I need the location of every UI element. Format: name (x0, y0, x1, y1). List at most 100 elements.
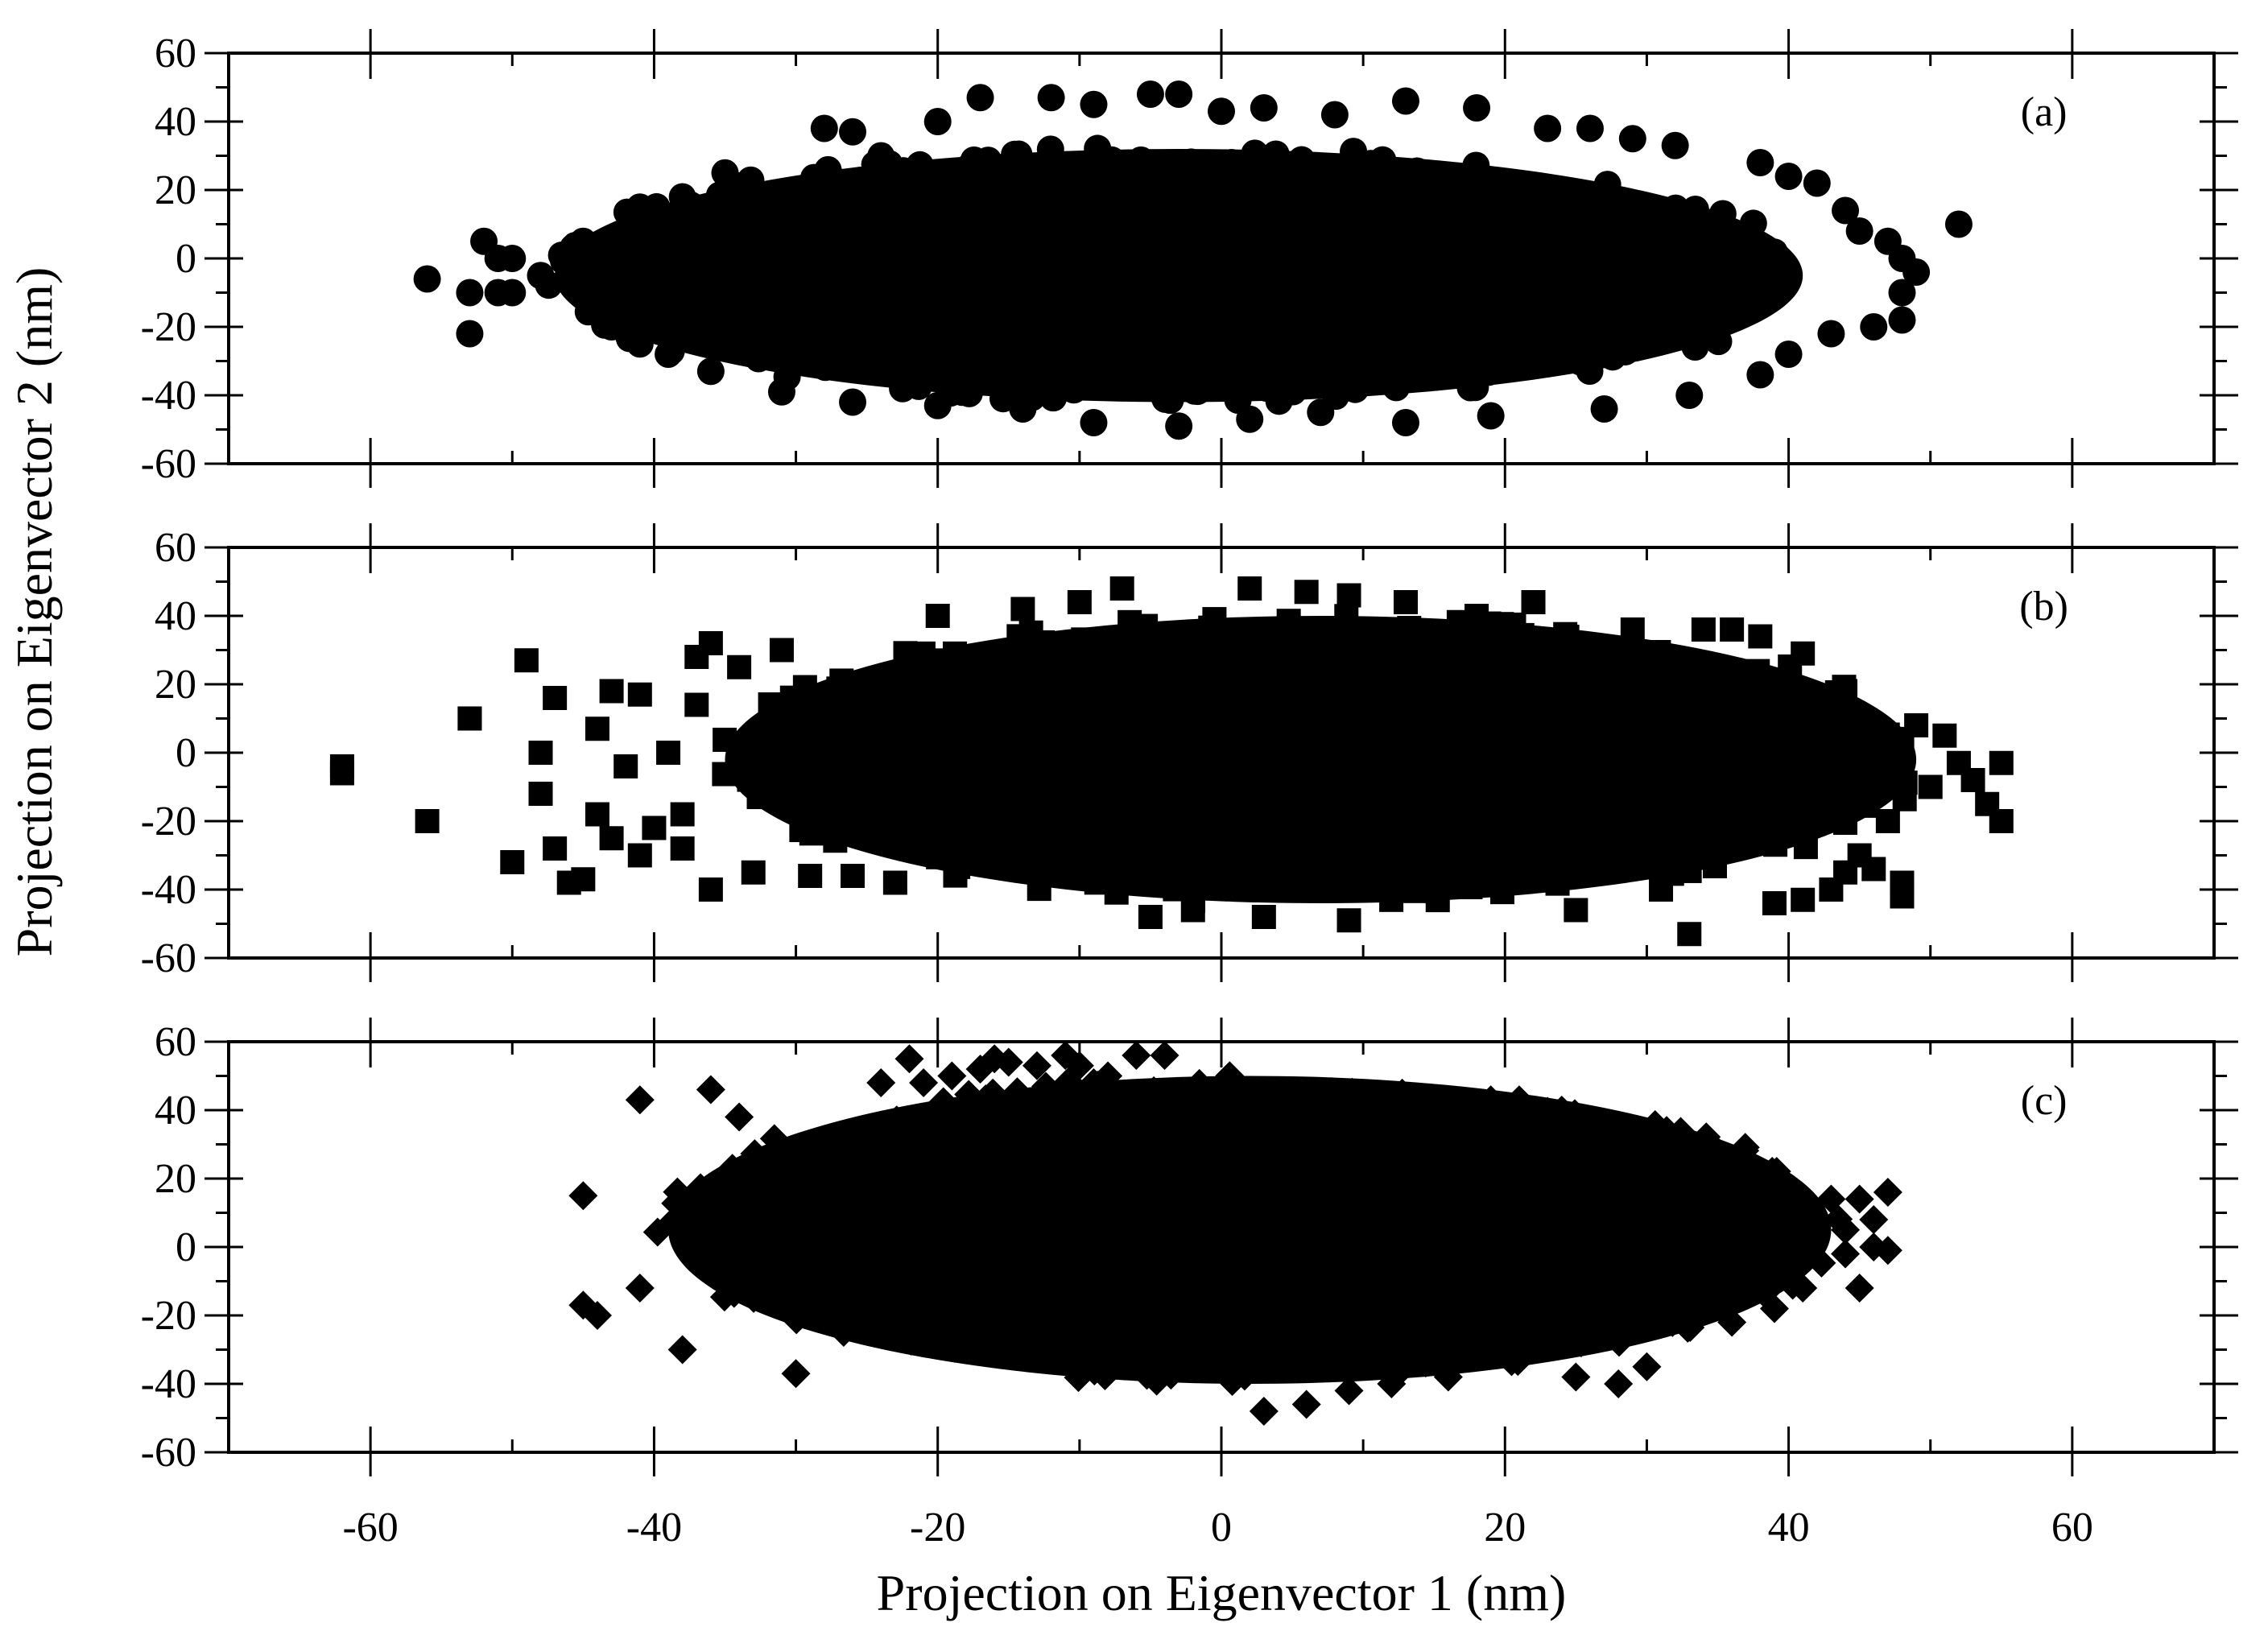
edge-point (857, 687, 882, 712)
data-point (1774, 163, 1803, 190)
data-point (1336, 908, 1361, 933)
edge-point (814, 155, 842, 184)
data-point (627, 682, 652, 707)
data-point (1109, 576, 1134, 601)
y-tick-label: -40 (141, 373, 196, 419)
data-point (613, 754, 638, 778)
edge-point (669, 214, 697, 242)
data-point (456, 279, 484, 307)
data-point (1561, 1362, 1591, 1392)
y-tick-label: -20 (141, 799, 196, 844)
data-point (1521, 590, 1546, 614)
data-point (1037, 84, 1065, 112)
edge-point (1702, 854, 1727, 879)
edge-point (1215, 1061, 1245, 1091)
edge-point (1763, 1226, 1793, 1256)
data-point (1918, 774, 1943, 799)
data-point (571, 867, 596, 892)
edge-point (789, 818, 814, 843)
panel-c: 60 40 20 0 -20 -40 -60 (c) (141, 1018, 2238, 1476)
edge-point (1733, 828, 1758, 853)
edge-point (1371, 1080, 1401, 1110)
y-tick-label: 40 (155, 1088, 196, 1133)
data-point (1080, 90, 1108, 118)
data-point (1051, 1042, 1080, 1070)
data-point (882, 870, 907, 895)
edge-point (1641, 1133, 1671, 1162)
y-tick-label: -60 (141, 935, 196, 981)
edge-point (782, 1305, 812, 1335)
panel-a: 60 40 20 0 -20 -40 -60 (a) (141, 29, 2238, 488)
data-point (909, 1068, 939, 1097)
data-point (1093, 1061, 1123, 1091)
edge-point (758, 692, 783, 717)
edge-point (1855, 793, 1880, 818)
edge-point (1739, 209, 1767, 237)
edge-point (692, 1245, 721, 1275)
data-point (500, 850, 525, 874)
edge-point (1184, 378, 1212, 406)
data-point (1138, 905, 1163, 929)
data-point (1788, 1274, 1818, 1303)
edge-point (746, 785, 771, 810)
edge-point (1473, 353, 1502, 381)
edge-point (1317, 1346, 1347, 1376)
y-tick-label: -20 (141, 304, 196, 350)
y-tick-label: 40 (155, 99, 196, 145)
edge-point (607, 288, 635, 316)
edge-point (1232, 1081, 1262, 1111)
data-point (1334, 1376, 1364, 1406)
data-point (1433, 1362, 1463, 1392)
data-point (527, 262, 555, 290)
data-point (569, 227, 597, 255)
data-point (642, 816, 667, 840)
edge-point (1156, 386, 1184, 415)
data-point (528, 782, 553, 806)
x-axis-title: Projection on Eigenvector 1 (nm) (877, 1564, 1567, 1621)
data-point (1632, 1352, 1662, 1381)
edge-point (808, 691, 832, 716)
edge-point (1104, 880, 1129, 905)
data-point (937, 1061, 967, 1091)
data-point (568, 1181, 598, 1211)
edge-point (657, 1208, 687, 1237)
data-point (1944, 210, 1973, 238)
edge-point (1397, 616, 1422, 641)
edge-point (1572, 857, 1597, 882)
edge-point (1588, 186, 1617, 214)
x-tick-label: -20 (910, 1505, 965, 1550)
edge-point (1227, 871, 1252, 896)
data-point (1477, 402, 1505, 430)
edge-point (1584, 642, 1609, 667)
edge-point (1284, 623, 1309, 648)
data-point (599, 826, 624, 851)
data-point (1620, 617, 1645, 642)
data-point (1320, 101, 1349, 129)
edge-point (882, 1105, 911, 1135)
data-point (1817, 320, 1845, 348)
x-tick-label: -40 (626, 1505, 682, 1550)
data-point (1165, 412, 1193, 440)
data-point (1180, 898, 1205, 923)
data-point (1022, 1051, 1052, 1080)
y-tick-label: 20 (155, 662, 196, 708)
data-point (1717, 1307, 1747, 1337)
edge-point (1369, 146, 1397, 174)
edge-point (1270, 1349, 1300, 1379)
data-point (684, 692, 709, 717)
data-point (456, 320, 484, 348)
edge-point (976, 363, 1004, 391)
edge-point (964, 849, 989, 873)
data-point (1237, 576, 1262, 601)
data-point (1009, 395, 1037, 423)
edge-point (547, 242, 576, 270)
edge-point (1762, 1157, 1791, 1187)
edge-point (952, 1097, 982, 1127)
edge-point (1026, 1343, 1056, 1373)
edge-point (1084, 134, 1112, 163)
data-point (1590, 395, 1618, 423)
data-point (867, 142, 895, 170)
data-points (413, 81, 1973, 440)
data-point (839, 118, 867, 146)
edge-point (1742, 1257, 1772, 1287)
